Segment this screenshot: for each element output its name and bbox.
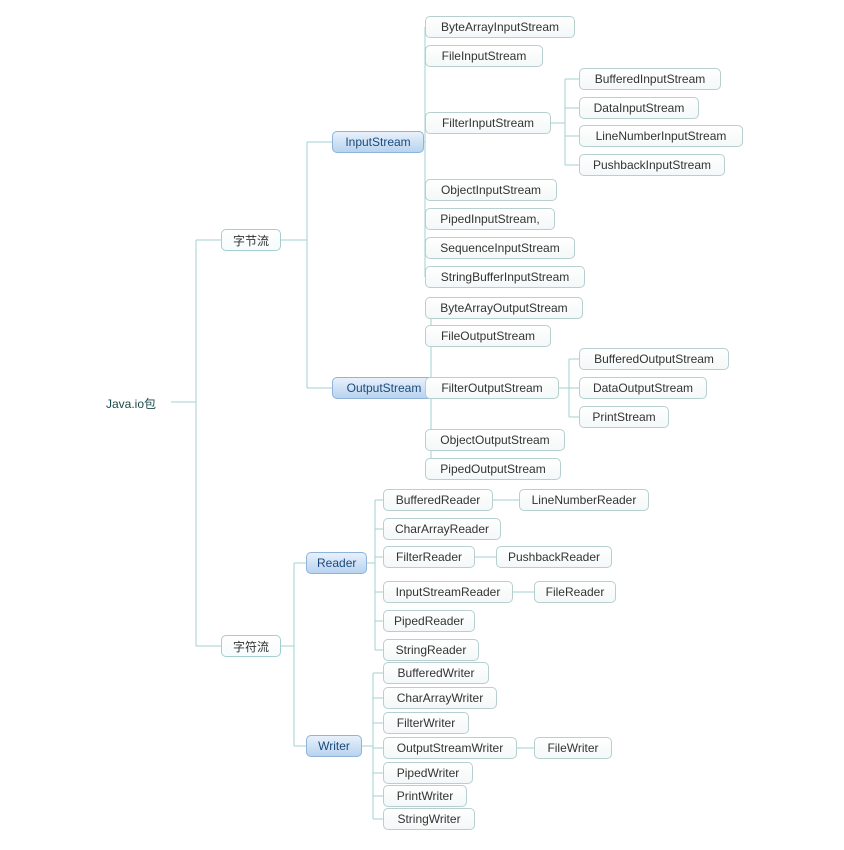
node-is3: FilterInputStream — [425, 112, 551, 134]
node-label: FilterInputStream — [442, 116, 534, 130]
edge-group-byte — [281, 142, 332, 388]
node-label: PrintWriter — [397, 789, 453, 803]
node-label: BufferedInputStream — [595, 72, 706, 86]
node-rd6: StringReader — [383, 639, 479, 661]
node-label: InputStreamReader — [396, 585, 501, 599]
node-label: OutputStreamWriter — [397, 741, 503, 755]
node-char: 字符流 — [221, 635, 281, 657]
node-label: FilterOutputStream — [441, 381, 542, 395]
node-is7: StringBufferInputStream — [425, 266, 585, 288]
node-label: PipedReader — [394, 614, 464, 628]
node-os1: ByteArrayOutputStream — [425, 297, 583, 319]
node-os4: ObjectOutputStream — [425, 429, 565, 451]
node-wr3: FilterWriter — [383, 712, 469, 734]
node-label: LineNumberInputStream — [596, 129, 727, 143]
node-label: PipedInputStream, — [440, 212, 539, 226]
node-rd5: PipedReader — [383, 610, 475, 632]
node-rd2: CharArrayReader — [383, 518, 501, 540]
node-label: BufferedOutputStream — [594, 352, 714, 366]
node-label: FilterReader — [396, 550, 462, 564]
node-fos3: PrintStream — [579, 406, 669, 428]
node-label: 字符流 — [233, 638, 269, 655]
node-label: StringWriter — [397, 812, 460, 826]
node-label: ObjectInputStream — [441, 183, 541, 197]
node-wr4: OutputStreamWriter — [383, 737, 517, 759]
node-rd1a: LineNumberReader — [519, 489, 649, 511]
node-wr: Writer — [306, 735, 362, 757]
node-rd1: BufferedReader — [383, 489, 493, 511]
node-rd: Reader — [306, 552, 367, 574]
node-label: ObjectOutputStream — [440, 433, 549, 447]
node-label: PushbackInputStream — [593, 158, 711, 172]
node-wr4a: FileWriter — [534, 737, 612, 759]
node-wr5: PipedWriter — [383, 762, 473, 784]
node-label: SequenceInputStream — [440, 241, 559, 255]
node-fos2: DataOutputStream — [579, 377, 707, 399]
node-label: CharArrayReader — [395, 522, 489, 536]
node-fis2: DataInputStream — [579, 97, 699, 119]
node-label: PushbackReader — [508, 550, 600, 564]
node-root: Java.io包 — [91, 391, 171, 415]
node-byte: 字节流 — [221, 229, 281, 251]
node-label: Writer — [318, 739, 350, 753]
node-os2: FileOutputStream — [425, 325, 551, 347]
node-fis3: LineNumberInputStream — [579, 125, 743, 147]
node-label: FileOutputStream — [441, 329, 535, 343]
node-label: StringBufferInputStream — [441, 270, 570, 284]
node-label: ByteArrayInputStream — [441, 20, 559, 34]
node-is2: FileInputStream — [425, 45, 543, 67]
node-label: OutputStream — [347, 381, 422, 395]
node-os: OutputStream — [332, 377, 436, 399]
node-label: InputStream — [345, 135, 410, 149]
node-rd3: FilterReader — [383, 546, 475, 568]
node-label: DataInputStream — [594, 101, 685, 115]
node-rd4: InputStreamReader — [383, 581, 513, 603]
node-label: FileReader — [546, 585, 605, 599]
edge-group-os3 — [559, 359, 579, 417]
node-label: Reader — [317, 556, 356, 570]
node-is1: ByteArrayInputStream — [425, 16, 575, 38]
node-wr7: StringWriter — [383, 808, 475, 830]
node-os5: PipedOutputStream — [425, 458, 561, 480]
node-is4: ObjectInputStream — [425, 179, 557, 201]
node-label: LineNumberReader — [532, 493, 637, 507]
node-is6: SequenceInputStream — [425, 237, 575, 259]
edge-group-root — [171, 240, 221, 646]
node-label: FileInputStream — [442, 49, 527, 63]
node-label: Java.io包 — [106, 395, 156, 412]
node-fis1: BufferedInputStream — [579, 68, 721, 90]
node-wr2: CharArrayWriter — [383, 687, 497, 709]
node-label: BufferedWriter — [398, 666, 475, 680]
node-is: InputStream — [332, 131, 424, 153]
node-rd3a: PushbackReader — [496, 546, 612, 568]
node-fos1: BufferedOutputStream — [579, 348, 729, 370]
edge-group-char — [281, 563, 306, 746]
node-label: DataOutputStream — [593, 381, 693, 395]
node-os3: FilterOutputStream — [425, 377, 559, 399]
node-label: FileWriter — [547, 741, 598, 755]
node-label: PipedWriter — [397, 766, 459, 780]
diagram-canvas: Java.io包 字节流字符流 InputStream OutputStream Rea… — [0, 0, 844, 850]
edge-group-is3 — [551, 79, 579, 165]
node-label: 字节流 — [233, 232, 269, 249]
node-wr6: PrintWriter — [383, 785, 467, 807]
node-is5: PipedInputStream, — [425, 208, 555, 230]
node-rd4a: FileReader — [534, 581, 616, 603]
node-wr1: BufferedWriter — [383, 662, 489, 684]
node-fis4: PushbackInputStream — [579, 154, 725, 176]
node-label: StringReader — [396, 643, 467, 657]
node-label: PipedOutputStream — [440, 462, 545, 476]
edge-group-rd — [367, 500, 383, 650]
node-label: PrintStream — [592, 410, 655, 424]
node-label: CharArrayWriter — [397, 691, 483, 705]
node-label: ByteArrayOutputStream — [440, 301, 567, 315]
edge-group-wr — [362, 673, 383, 819]
node-label: BufferedReader — [396, 493, 481, 507]
node-label: FilterWriter — [397, 716, 455, 730]
